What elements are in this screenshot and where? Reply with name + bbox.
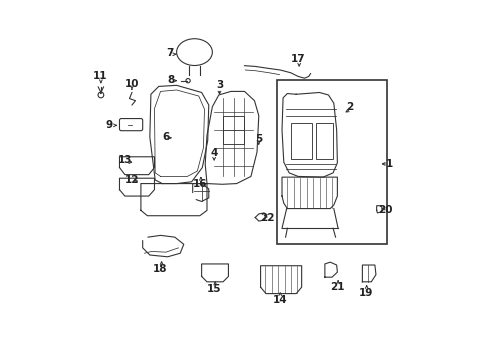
Text: 5: 5 [255, 134, 262, 144]
Text: 3: 3 [215, 80, 223, 90]
Text: 10: 10 [124, 78, 139, 89]
Text: 22: 22 [260, 212, 274, 222]
Text: 21: 21 [329, 282, 344, 292]
Bar [276, 80, 386, 244]
Bar [315, 123, 332, 158]
Text: 14: 14 [272, 295, 287, 305]
Text: 19: 19 [358, 288, 372, 297]
Text: 1: 1 [385, 159, 392, 169]
Text: 17: 17 [290, 54, 305, 64]
Text: 13: 13 [117, 156, 132, 165]
Text: 15: 15 [206, 284, 221, 294]
Text: 18: 18 [153, 264, 167, 274]
Text: 7: 7 [165, 48, 173, 58]
Text: 8: 8 [167, 75, 175, 85]
Text: 6: 6 [162, 132, 169, 142]
Bar [223, 116, 244, 144]
Text: 16: 16 [192, 179, 207, 189]
Bar [290, 123, 312, 158]
Text: 4: 4 [210, 148, 217, 158]
Text: 12: 12 [124, 175, 139, 185]
Text: 9: 9 [105, 120, 112, 130]
Text: 11: 11 [92, 71, 107, 81]
Text: 20: 20 [378, 205, 392, 215]
Text: 2: 2 [346, 102, 353, 112]
FancyBboxPatch shape [119, 118, 142, 131]
